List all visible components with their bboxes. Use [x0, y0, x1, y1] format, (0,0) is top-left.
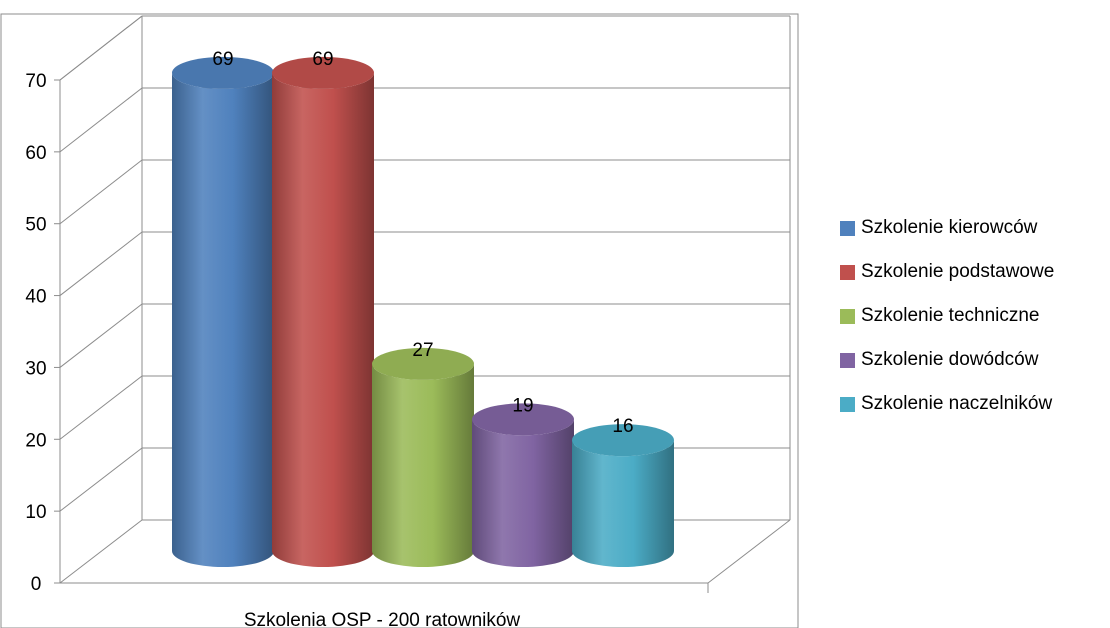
gridline-side — [59, 15, 143, 81]
bar-body — [472, 419, 574, 567]
gridline-side — [59, 303, 143, 368]
x-category-label: Szkolenia OSP - 200 ratowników — [244, 610, 521, 628]
legend-item: Szkolenie kierowców — [840, 206, 1054, 250]
data-label: 16 — [612, 416, 633, 437]
gridline-side — [59, 87, 143, 153]
legend-label: Szkolenie naczelników — [861, 393, 1053, 414]
bar-3 — [372, 347, 474, 567]
y-tick-label: 50 — [25, 215, 46, 236]
legend-swatch — [840, 352, 855, 368]
bar-top — [172, 56, 274, 89]
legend-item: Szkolenie naczelników — [840, 382, 1054, 426]
bar-1 — [172, 56, 274, 567]
y-tick-label: 0 — [31, 574, 42, 595]
legend-swatch — [840, 396, 855, 412]
gridline-side — [59, 519, 143, 584]
data-labels: 69 69 27 19 16 — [212, 49, 633, 437]
legend-label: Szkolenie techniczne — [861, 305, 1040, 326]
bar-top — [572, 424, 674, 457]
data-label: 27 — [412, 340, 433, 361]
legend-swatch — [840, 220, 855, 236]
y-axis: 0 10 20 30 40 50 60 70 — [25, 71, 60, 595]
y-tick-label: 20 — [25, 430, 46, 451]
data-label: 69 — [212, 49, 233, 70]
gridline-side — [59, 159, 143, 225]
gridline-side — [59, 231, 143, 296]
bar-body — [372, 363, 474, 567]
y-tick-label: 60 — [25, 143, 46, 164]
legend-label: Szkolenie kierowców — [861, 217, 1038, 238]
y-tick-label: 10 — [25, 502, 46, 523]
legend-label: Szkolenie dowódców — [861, 349, 1039, 370]
y-tick-label: 40 — [25, 287, 46, 308]
floor-right-edge — [707, 519, 791, 584]
bar-5 — [572, 424, 674, 567]
legend-item: Szkolenie dowódców — [840, 338, 1054, 382]
data-label: 19 — [512, 395, 533, 416]
bar-top — [472, 403, 574, 436]
y-tick-label: 30 — [25, 358, 46, 379]
legend-label: Szkolenie podstawowe — [861, 261, 1055, 282]
bar-top — [272, 56, 374, 89]
bar-body — [572, 440, 674, 567]
bar-body — [272, 72, 374, 567]
bar-2 — [272, 56, 374, 567]
gridline-side — [59, 447, 143, 512]
gridline-side — [59, 375, 143, 440]
legend: Szkolenie kierowców Szkolenie podstawowe S… — [840, 206, 1054, 426]
y-tick-label: 70 — [25, 71, 46, 92]
bar-body — [172, 72, 274, 567]
bar-4 — [472, 403, 574, 567]
legend-item: Szkolenie podstawowe — [840, 250, 1054, 294]
legend-swatch — [840, 308, 855, 324]
bars — [172, 56, 674, 567]
legend-item: Szkolenie techniczne — [840, 294, 1054, 338]
legend-swatch — [840, 264, 855, 280]
bar-top — [372, 347, 474, 380]
data-label: 69 — [312, 49, 333, 70]
